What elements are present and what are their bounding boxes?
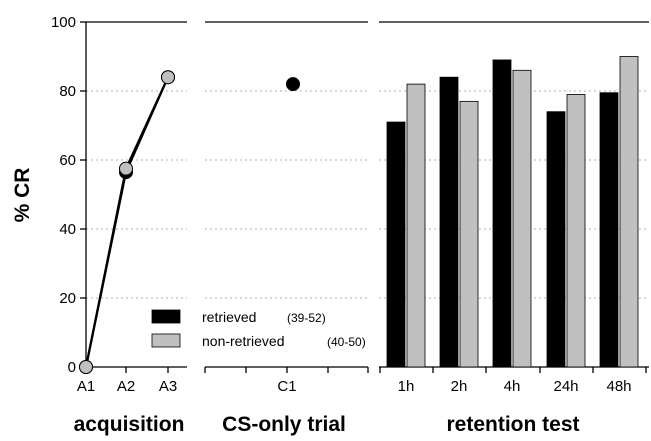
legend-label: non-retrieved: [202, 333, 285, 349]
bar-non-retrieved: [619, 56, 639, 368]
x-tick-label: A2: [117, 378, 135, 395]
x-tick-label: 1h: [398, 378, 415, 395]
data-point-non-retrieved: [161, 70, 175, 85]
y-tick-label: 20: [59, 290, 76, 307]
data-point-non-retrieved: [119, 161, 133, 176]
bar-retrieved: [546, 111, 566, 368]
x-tick-label: A1: [77, 378, 95, 395]
series-line-non-retrieved: [84, 76, 169, 368]
bar-non-retrieved: [566, 94, 586, 368]
x-tick-label: 4h: [504, 378, 521, 395]
y-tick-label: 60: [59, 152, 76, 169]
data-point-non-retrieved: [79, 360, 93, 374]
chart-marks: [79, 56, 639, 374]
x-tick-label: 48h: [606, 378, 631, 395]
bar-non-retrieved: [459, 100, 479, 368]
bar-retrieved: [492, 59, 512, 368]
x-tick-label: C1: [277, 378, 296, 395]
y-tick-label: 80: [59, 83, 76, 100]
x-tick-label: A3: [159, 378, 177, 395]
data-point-retrieved: [286, 77, 300, 92]
panel-title: retention test: [446, 413, 579, 436]
series-line-retrieved: [84, 76, 170, 368]
bar-non-retrieved: [406, 83, 426, 368]
y-axis-label: % CR: [11, 168, 34, 223]
x-tick-label: 2h: [451, 378, 468, 395]
chart-text: 0 20 40 60 80 100 % CR A1 A2 A3 acquisition C1 CS-on…: [11, 14, 632, 436]
legend: retrieved non-retrieved(39-52)(40-50): [151, 309, 366, 349]
y-tick-label: 40: [59, 221, 76, 238]
legend-label: retrieved: [202, 309, 256, 325]
y-tick-label: 100: [51, 14, 76, 31]
bar-non-retrieved: [512, 69, 532, 368]
x-tick-label: 24h: [553, 378, 578, 395]
bar-retrieved: [439, 76, 459, 368]
legend-n: (39-52): [287, 311, 326, 325]
legend-n: (40-50): [327, 335, 366, 349]
y-tick-label: 0: [68, 359, 76, 376]
panel-title: CS-only trial: [222, 413, 346, 436]
legend-swatch: [151, 333, 181, 348]
bar-retrieved: [386, 121, 406, 368]
bar-retrieved: [599, 92, 619, 368]
legend-swatch: [151, 309, 181, 324]
panel-title: acquisition: [74, 413, 185, 436]
